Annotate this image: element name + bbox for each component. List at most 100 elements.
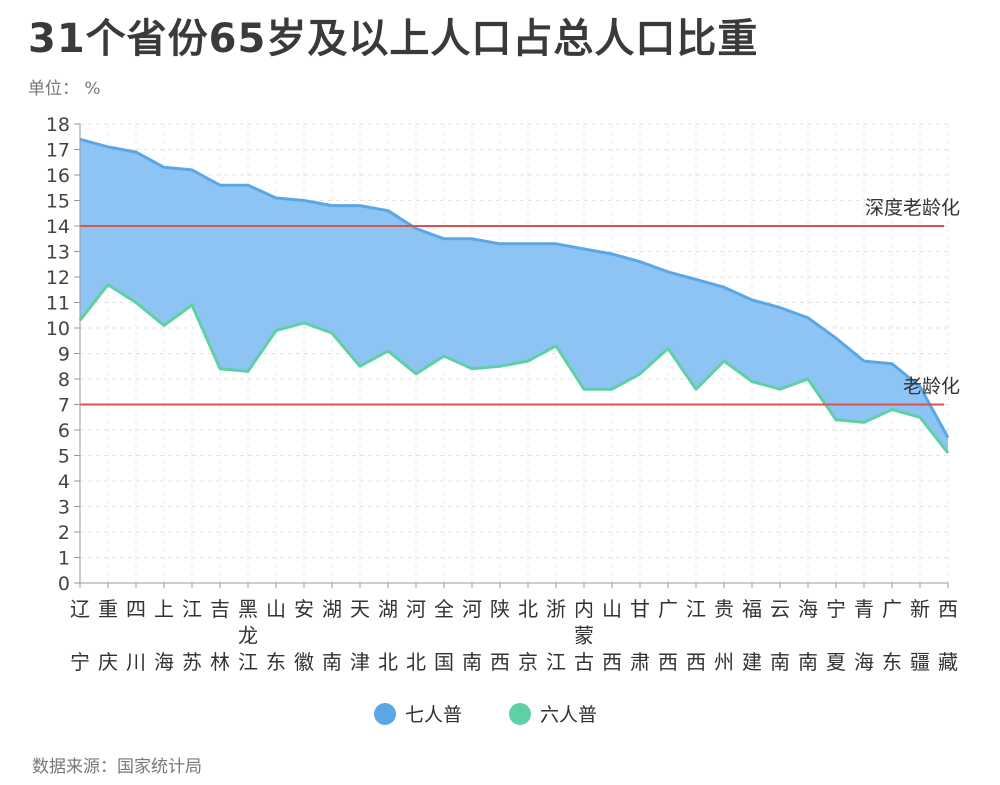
x-tick-label-line: 宁 (826, 597, 846, 621)
y-tick-label: 10 (46, 318, 70, 340)
y-tick-label: 12 (46, 267, 70, 289)
y-tick-label: 16 (46, 165, 70, 187)
x-tick-label-line: 青 (854, 597, 874, 621)
x-tick-label: 北京 (518, 597, 538, 674)
x-tick-label-line: 南 (462, 650, 482, 674)
x-tick-label-line: 海 (154, 650, 174, 674)
x-tick-label-line: 南 (770, 650, 790, 674)
y-tick-label: 9 (58, 344, 70, 366)
x-tick-label: 上海 (154, 597, 174, 674)
x-tick-label-line: 广 (658, 597, 678, 621)
x-tick-label-line: 夏 (826, 650, 846, 674)
x-tick-label-line: 京 (518, 650, 538, 674)
x-tick-label-line: 西 (658, 650, 678, 674)
x-tick-label-line: 浙 (546, 597, 566, 621)
x-tick-label-line: 全 (434, 597, 454, 621)
x-tick-label-line: 林 (210, 650, 230, 674)
x-tick-label-line: 北 (378, 650, 398, 674)
x-tick-label: 内蒙古 (574, 597, 594, 674)
x-tick-label-line: 西 (938, 597, 958, 621)
x-tick-label-line: 蒙 (574, 624, 594, 648)
legend-marker (509, 703, 531, 725)
x-tick-label: 海南 (798, 597, 818, 674)
y-tick-label: 6 (58, 420, 70, 442)
x-tick-label-line: 江 (686, 597, 706, 621)
x-tick-label: 甘肃 (630, 597, 650, 674)
x-tick-label: 江苏 (182, 597, 202, 674)
x-tick-label: 辽宁 (70, 597, 90, 674)
x-tick-label: 黑龙江 (238, 597, 258, 674)
y-tick-label: 8 (58, 369, 70, 391)
y-tick-label: 14 (46, 216, 70, 238)
x-tick-label-line: 苏 (182, 650, 202, 674)
series-line-census6 (78, 283, 950, 454)
x-tick-label: 广东 (882, 597, 902, 674)
y-tick-label: 7 (58, 395, 70, 417)
x-tick-label-line: 湖 (322, 597, 342, 621)
x-tick-label: 新疆 (910, 597, 930, 674)
x-tick-label-line: 疆 (910, 650, 930, 674)
x-tick-label: 吉林 (210, 597, 230, 674)
unit-label: 单位： % (28, 79, 101, 99)
y-tick-label: 4 (58, 471, 70, 493)
x-tick-label: 湖南 (322, 597, 342, 674)
x-tick-label-line: 北 (406, 650, 426, 674)
x-tick-label-line: 重 (98, 597, 118, 621)
x-tick-label: 江西 (686, 597, 706, 674)
x-tick-label-line: 藏 (938, 650, 958, 674)
x-tick-label-line: 庆 (98, 650, 118, 674)
x-tick-label-line: 福 (742, 597, 762, 621)
x-tick-label: 贵州 (714, 597, 734, 674)
x-tick-label: 安徽 (294, 597, 314, 674)
area-layer (78, 137, 950, 454)
x-tick-label-line: 河 (406, 597, 426, 621)
y-tick-label: 0 (58, 573, 70, 595)
reference-line-label: 深度老龄化 (865, 197, 960, 219)
x-tick-label-line: 古 (574, 650, 594, 674)
x-tick-label: 福建 (742, 597, 762, 674)
y-tick-label: 17 (46, 140, 70, 162)
x-tick-label-line: 内 (574, 597, 594, 621)
x-tick-label: 青海 (854, 597, 874, 674)
x-tick-label-line: 湖 (378, 597, 398, 621)
x-tick-label-line: 南 (322, 650, 342, 674)
x-tick-label-line: 上 (154, 597, 174, 621)
legend: 七人普 六人普 (374, 703, 597, 726)
y-tick-label: 13 (46, 242, 70, 264)
x-tick-label: 湖北 (378, 597, 398, 674)
y-tick-label: 5 (58, 446, 70, 468)
x-tick-label-line: 川 (126, 650, 146, 674)
x-tick-label: 宁夏 (826, 597, 846, 674)
x-tick-label-line: 河 (462, 597, 482, 621)
x-tick-label-line: 南 (798, 650, 818, 674)
y-tick-label: 15 (46, 191, 70, 213)
x-tick-label-line: 山 (602, 597, 622, 621)
x-tick-label: 四川 (126, 597, 146, 674)
x-tick-label-line: 国 (434, 650, 454, 674)
x-tick-label-line: 辽 (70, 597, 90, 621)
x-tick-label-line: 津 (350, 650, 370, 674)
x-tick-label-line: 江 (238, 650, 258, 674)
x-tick-label: 重庆 (98, 597, 118, 674)
y-tick-label: 11 (46, 293, 70, 315)
chart-title: 31个省份65岁及以上人口占总人口比重 (28, 16, 759, 62)
reference-line-label: 老龄化 (903, 376, 960, 398)
x-tick-label-line: 肃 (630, 650, 650, 674)
x-tick-label-line: 建 (742, 650, 762, 674)
y-tick-label: 1 (58, 548, 70, 570)
x-tick-label-line: 江 (182, 597, 202, 621)
x-tick-label-line: 安 (294, 597, 314, 621)
x-tick-label-line: 广 (882, 597, 902, 621)
x-tick-label-line: 四 (126, 597, 146, 621)
x-tick-label-line: 西 (686, 650, 706, 674)
x-tick-label-line: 山 (266, 597, 286, 621)
x-tick-label-line: 江 (546, 650, 566, 674)
x-tick-label-line: 徽 (294, 650, 314, 674)
x-tick-label: 广西 (658, 597, 678, 674)
y-tick-label: 18 (46, 114, 70, 136)
area-fill-between-series (80, 139, 948, 454)
series-line-census7 (79, 137, 950, 439)
x-tick-label-line: 东 (266, 650, 286, 674)
legend-label: 六人普 (540, 704, 597, 726)
